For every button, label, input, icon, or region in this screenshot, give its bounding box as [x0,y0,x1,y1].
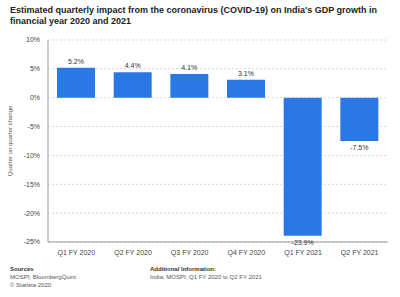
svg-text:-10%: -10% [24,152,40,159]
svg-text:5.2%: 5.2% [68,58,84,65]
svg-text:Q2 FY 2021: Q2 FY 2021 [341,249,379,257]
svg-text:-15%: -15% [24,181,40,188]
svg-text:-5%: -5% [28,123,40,130]
html-text:MOSPI; BloombergQuint: MOSPI; BloombergQuint [10,274,76,280]
html-text:Sources: Sources [10,266,34,272]
svg-text:0%: 0% [30,94,40,101]
html-text:Additional Information:: Additional Information: [150,266,216,272]
svg-text:Q4 FY 2020: Q4 FY 2020 [228,249,266,257]
svg-text:-7.5%: -7.5% [350,144,368,151]
svg-text:-25%: -25% [24,238,40,245]
svg-text:-20%: -20% [24,210,40,217]
html-text:India; MOSPI; Q1 FY 2020 to Q2: India; MOSPI; Q1 FY 2020 to Q2 FY 2021 [150,274,262,280]
svg-text:5%: 5% [30,65,40,72]
svg-text:-23.9%: -23.9% [292,239,314,246]
svg-text:Q1 FY 2020: Q1 FY 2020 [58,249,96,257]
svg-text:Q3 FY 2020: Q3 FY 2020 [171,249,209,257]
svg-text:4.1%: 4.1% [181,64,197,71]
svg-text:Q2 FY 2020: Q2 FY 2020 [114,249,152,257]
svg-text:4.4%: 4.4% [125,62,141,69]
html-text:© Statista 2020: © Statista 2020 [10,282,52,288]
svg-text:10%: 10% [26,36,40,43]
svg-text:3.1%: 3.1% [238,70,254,77]
html-text:Estimated quarterly impact fro: Estimated quarterly impact from the coro… [10,5,377,26]
svg-text:Q1 FY 2021: Q1 FY 2021 [284,249,322,257]
svg-text:Quarter on quarter change: Quarter on quarter change [8,105,13,176]
